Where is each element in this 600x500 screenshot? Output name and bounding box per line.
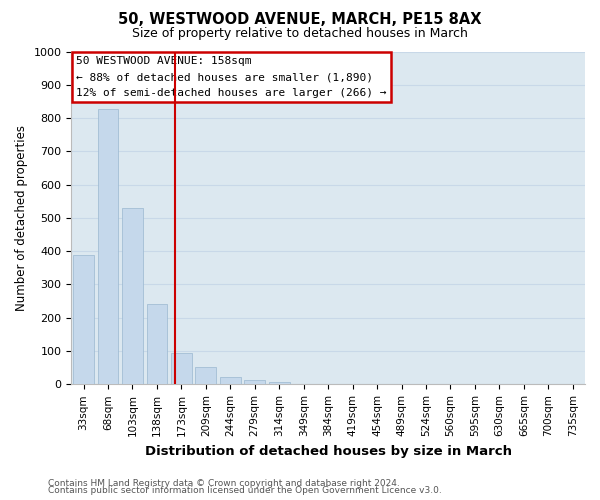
Text: 50 WESTWOOD AVENUE: 158sqm
← 88% of detached houses are smaller (1,890)
12% of s: 50 WESTWOOD AVENUE: 158sqm ← 88% of deta… [76, 56, 387, 98]
Text: Contains HM Land Registry data © Crown copyright and database right 2024.: Contains HM Land Registry data © Crown c… [48, 478, 400, 488]
Text: 50, WESTWOOD AVENUE, MARCH, PE15 8AX: 50, WESTWOOD AVENUE, MARCH, PE15 8AX [118, 12, 482, 28]
Bar [73, 254, 94, 384]
Bar [269, 382, 290, 384]
Bar [171, 352, 192, 384]
Bar [146, 304, 167, 384]
Text: Contains public sector information licensed under the Open Government Licence v3: Contains public sector information licen… [48, 486, 442, 495]
Bar [98, 108, 118, 384]
Bar [196, 367, 216, 384]
Y-axis label: Number of detached properties: Number of detached properties [15, 125, 28, 311]
Bar [122, 208, 143, 384]
X-axis label: Distribution of detached houses by size in March: Distribution of detached houses by size … [145, 444, 512, 458]
Bar [244, 380, 265, 384]
Bar [220, 377, 241, 384]
Text: Size of property relative to detached houses in March: Size of property relative to detached ho… [132, 28, 468, 40]
